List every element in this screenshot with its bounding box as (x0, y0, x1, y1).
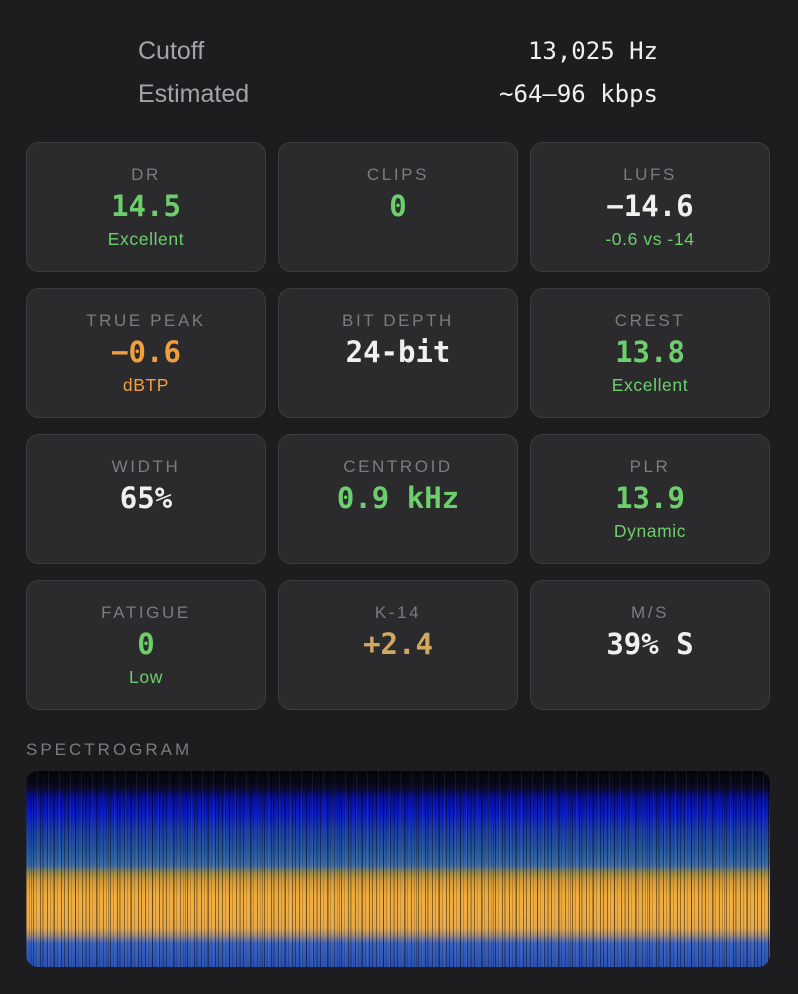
estimated-label: Estimated (138, 79, 250, 108)
metric-card-crest: CREST 13.8 Excellent (530, 288, 770, 418)
metric-sub: Excellent (611, 375, 689, 395)
metric-label: TRUE PEAK (86, 311, 206, 330)
metric-label: CENTROID (343, 457, 453, 476)
metric-sub: dBTP (122, 375, 170, 395)
metric-value: −0.6 (111, 335, 181, 369)
metric-card-lufs: LUFS −14.6 -0.6 vs -14 (530, 142, 770, 272)
metric-value: 24-bit (345, 335, 451, 369)
metric-sub: Dynamic (613, 521, 687, 541)
metric-label: LUFS (623, 165, 677, 184)
metric-card-true-peak: TRUE PEAK −0.6 dBTP (26, 288, 266, 418)
metric-value: 14.5 (111, 189, 181, 223)
spectrogram-title: SPECTROGRAM (26, 740, 193, 759)
metric-card-mid-side: M/S 39% S (530, 580, 770, 710)
metric-label: PLR (629, 457, 671, 476)
metric-card-width: WIDTH 65% (26, 434, 266, 564)
metric-label: K-14 (374, 603, 422, 622)
metric-label: FATIGUE (101, 603, 191, 622)
metric-value: 0 (389, 189, 407, 223)
spectrogram-texture (26, 771, 770, 967)
metric-label: CREST (614, 311, 686, 330)
metric-value: +2.4 (363, 627, 433, 661)
metric-label: DR (131, 165, 161, 184)
metric-card-dr: DR 14.5 Excellent (26, 142, 266, 272)
info-row-estimated: Estimated ~64–96 kbps (138, 78, 658, 110)
metric-value: 0.9 kHz (336, 481, 460, 515)
metric-label: M/S (630, 603, 670, 622)
metric-value: 13.8 (615, 335, 685, 369)
metric-sub: -0.6 vs -14 (605, 229, 695, 249)
cutoff-label: Cutoff (138, 36, 205, 65)
metric-card-bit-depth: BIT DEPTH 24-bit (278, 288, 518, 418)
spectrogram-image (26, 771, 770, 967)
info-row-cutoff: Cutoff 13,025 Hz (138, 35, 658, 67)
estimated-value: ~64–96 kbps (499, 80, 658, 108)
metric-label: CLIPS (366, 165, 430, 184)
metric-card-clips: CLIPS 0 (278, 142, 518, 272)
metric-value: 39% S (606, 627, 694, 661)
metric-value: −14.6 (606, 189, 694, 223)
metric-sub: Excellent (107, 229, 185, 249)
metric-value: 0 (137, 627, 155, 661)
metrics-grid: DR 14.5 Excellent CLIPS 0 LUFS −14.6 -0.… (26, 142, 770, 710)
metric-value: 13.9 (615, 481, 685, 515)
metric-card-plr: PLR 13.9 Dynamic (530, 434, 770, 564)
metric-label: WIDTH (111, 457, 181, 476)
spectrogram-texture-fine (26, 771, 770, 967)
metric-value: 65% (119, 481, 173, 515)
metric-card-fatigue: FATIGUE 0 Low (26, 580, 266, 710)
metric-sub: Low (129, 667, 163, 687)
metric-card-centroid: CENTROID 0.9 kHz (278, 434, 518, 564)
cutoff-value: 13,025 Hz (527, 37, 658, 65)
metric-label: BIT DEPTH (342, 311, 454, 330)
metric-card-k14: K-14 +2.4 (278, 580, 518, 710)
